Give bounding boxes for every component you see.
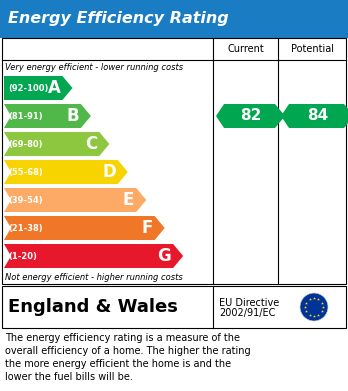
Text: (55-68): (55-68) [8, 167, 43, 176]
Polygon shape [281, 104, 348, 128]
Text: (39-54): (39-54) [8, 196, 42, 204]
Text: 2002/91/EC: 2002/91/EC [219, 308, 275, 318]
Text: EU Directive: EU Directive [219, 298, 279, 308]
Text: E: E [123, 191, 134, 209]
Text: (21-38): (21-38) [8, 224, 42, 233]
Circle shape [300, 293, 328, 321]
Text: 82: 82 [240, 108, 261, 124]
Polygon shape [4, 104, 91, 128]
Polygon shape [4, 132, 109, 156]
Text: (92-100): (92-100) [8, 84, 48, 93]
Polygon shape [4, 244, 183, 268]
Bar [2, 286, 346, 328]
Text: (69-80): (69-80) [8, 140, 42, 149]
Text: (81-91): (81-91) [8, 111, 42, 120]
Text: (1-20): (1-20) [8, 251, 37, 260]
Text: A: A [48, 79, 61, 97]
Text: Current: Current [227, 44, 264, 54]
Polygon shape [4, 76, 72, 100]
Bar [2, 38, 346, 284]
Text: G: G [157, 247, 171, 265]
Text: Not energy efficient - higher running costs: Not energy efficient - higher running co… [5, 273, 183, 282]
Polygon shape [216, 104, 285, 128]
Polygon shape [4, 216, 165, 240]
Bar [0, 0, 348, 38]
Text: B: B [66, 107, 79, 125]
Text: F: F [141, 219, 153, 237]
Text: 84: 84 [307, 108, 328, 124]
Text: England & Wales: England & Wales [8, 298, 178, 316]
Text: Very energy efficient - lower running costs: Very energy efficient - lower running co… [5, 63, 183, 72]
Text: Potential: Potential [291, 44, 333, 54]
Text: Energy Efficiency Rating: Energy Efficiency Rating [8, 11, 229, 27]
Text: D: D [102, 163, 116, 181]
Polygon shape [4, 160, 128, 184]
Text: C: C [85, 135, 97, 153]
Polygon shape [4, 188, 146, 212]
Text: The energy efficiency rating is a measure of the
overall efficiency of a home. T: The energy efficiency rating is a measur… [5, 333, 251, 382]
